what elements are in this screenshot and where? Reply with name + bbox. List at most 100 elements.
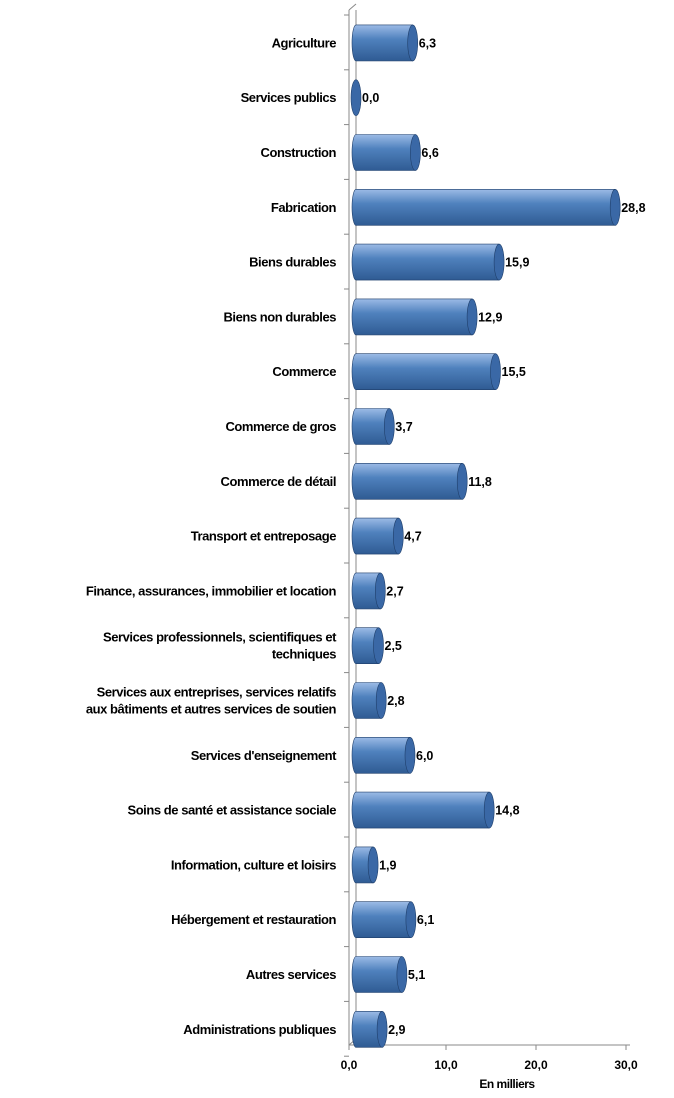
category-label: Transport et entreposage [191,529,336,544]
bar [351,846,379,884]
bar-cap [466,298,478,336]
data-label: 15,9 [505,256,529,270]
bar-body [351,24,413,62]
data-label: 4,7 [404,530,421,544]
category-label: Finance, assurances, immobilier et locat… [86,583,337,598]
bar [351,408,395,445]
data-label: 2,7 [386,584,403,598]
bar-body [351,298,473,336]
bar-body [351,627,379,664]
category-label: Hébergement et restauration [171,912,336,927]
bar-body [351,517,399,555]
category-label: Construction [261,145,337,160]
data-label: 1,9 [379,858,396,872]
x-axis-ticks: 0,0 10,0 20,0 30,0 [341,1045,638,1072]
x-tick-label: 0,0 [341,1058,358,1072]
category-label: Services publics [241,90,337,105]
bar-cap [367,846,379,884]
bar-cap [456,462,468,500]
bar [351,24,419,62]
bar-body [351,408,390,445]
bar-cap [410,134,421,171]
category-label: Autres services [246,967,336,982]
data-label: 2,5 [385,639,402,653]
bar-cap [373,627,384,665]
bar [351,134,421,171]
bar-body [351,463,463,500]
bar-body [351,134,416,171]
bar-cap [609,189,621,226]
bar-body [351,189,616,226]
category-label: techniques [272,647,336,662]
bar-body [351,1011,383,1048]
bar [351,791,495,829]
bar [351,298,478,336]
category-labels: Agriculture Services publics Construction F… [86,35,338,1037]
category-label: Services d'enseignement [191,748,337,763]
bar [351,189,621,226]
bar-cap [493,243,505,281]
bar-body [351,682,382,719]
data-label: 15,5 [502,365,526,379]
bar-cap [483,791,495,829]
bar-body [351,791,490,829]
bar-cap [407,24,419,62]
category-label: Commerce de détail [221,474,336,489]
x-tick-label: 20,0 [524,1058,548,1072]
category-label: Administrations publiques [183,1022,336,1037]
bar-cap [350,79,362,116]
data-label: 3,7 [395,420,412,434]
bar [351,517,404,555]
bar [351,243,505,281]
bar-body [351,572,381,610]
data-label: 2,9 [388,1023,405,1037]
bar-cap [375,682,387,719]
data-label: 5,1 [408,968,425,982]
bar-cap [383,408,395,445]
axis-top-line [348,3,357,11]
bar-body [351,353,496,390]
category-label: Fabrication [271,200,337,215]
category-label: Commerce [272,364,336,379]
data-label: 6,6 [421,146,438,160]
category-label: Soins de santé et assistance sociale [127,803,336,818]
data-label: 6,0 [416,749,433,763]
data-label: 11,8 [468,475,492,489]
bar [351,682,387,719]
data-label: 28,8 [621,201,645,215]
bar [351,462,468,500]
data-label: 2,8 [387,694,404,708]
bar [351,736,416,774]
bar-body [351,846,374,884]
bar-body [351,243,500,281]
bar [351,572,386,610]
bar [351,1011,388,1048]
data-labels: 6,3 0,0 6,6 28,8 15,9 12,9 15,5 3,7 11,8 4,7 2,7 2,… [362,36,646,1036]
bar-cap [392,517,404,555]
category-label: Services professionnels, scientifiques e… [103,630,337,645]
category-label: Biens non durables [223,309,336,324]
data-label: 0,0 [362,91,379,105]
bar-cap [396,956,408,993]
bar-body [351,737,411,774]
bar-cap [490,353,501,391]
bar-body [351,901,412,938]
bar-cap [376,1011,388,1048]
data-label: 6,3 [419,36,436,50]
bar-cap [404,736,416,774]
bar [351,901,417,939]
data-label: 6,1 [417,913,434,927]
bar-body [351,956,403,993]
bar [350,79,362,116]
bar [351,956,408,993]
category-label: Services aux entreprises, services relat… [97,685,337,700]
category-label: Biens durables [249,255,336,270]
data-label: 12,9 [478,310,502,324]
category-label: Information, culture et loisirs [171,857,336,872]
x-tick-label: 10,0 [434,1058,458,1072]
bar [351,353,501,391]
bar-cap [405,901,417,939]
bar-cap [374,572,386,610]
